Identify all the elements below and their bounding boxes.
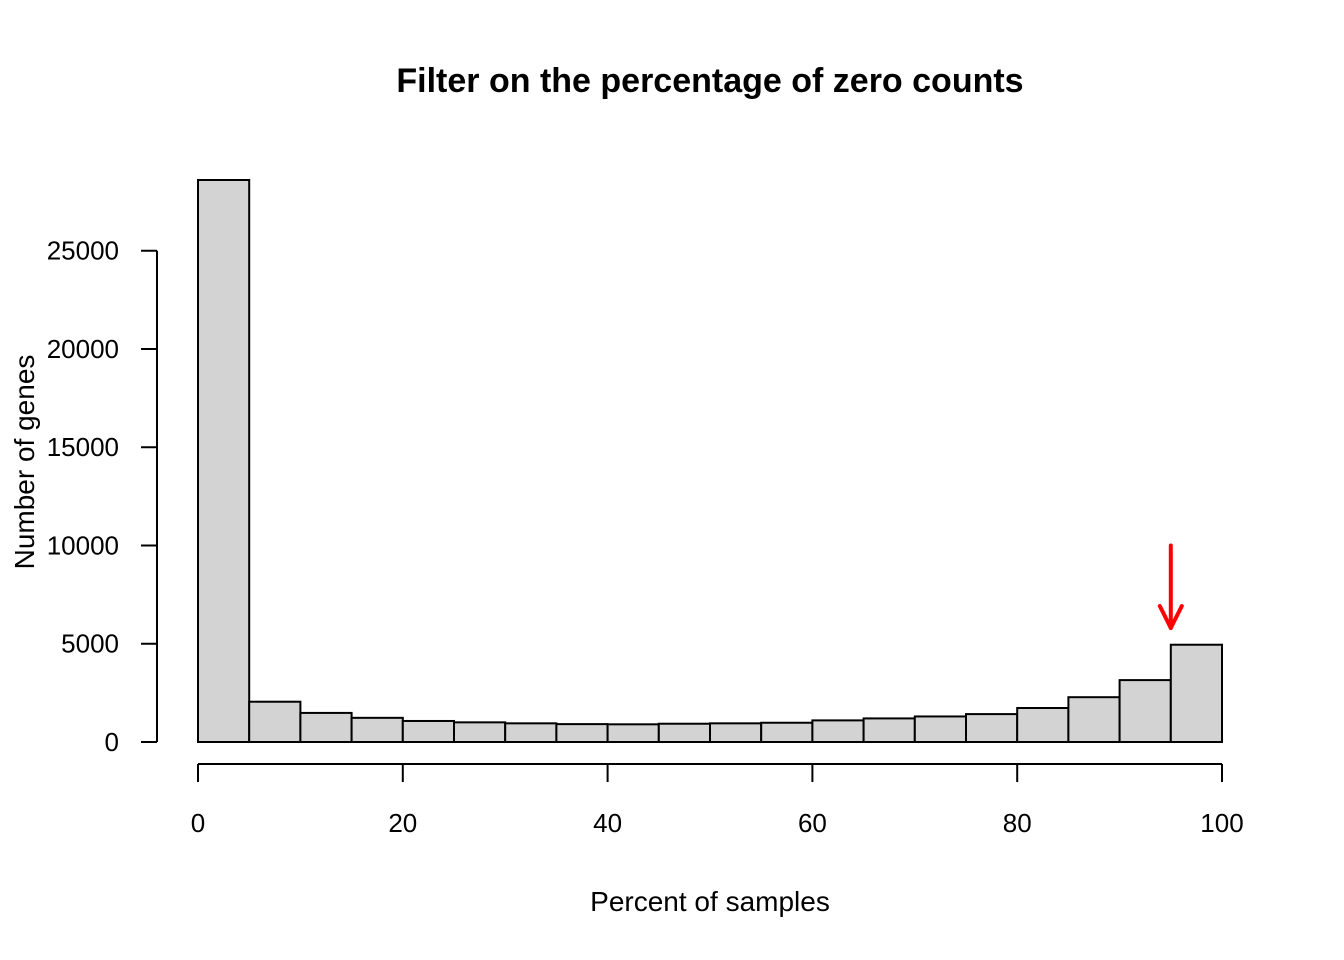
histogram-bar (1067, 696, 1121, 743)
histogram-bar (657, 722, 711, 743)
y-tick-label: 20000 (47, 334, 119, 364)
y-axis-label: Number of genes (9, 355, 40, 570)
chart-title: Filter on the percentage of zero counts (396, 62, 1023, 100)
x-tick-label: 20 (388, 808, 417, 838)
y-axis-ticks: 0 5000 10000 15000 20000 25000 (47, 236, 157, 757)
histogram-bar (606, 723, 660, 744)
histogram-bar (1016, 707, 1070, 743)
histogram-bar (811, 719, 865, 744)
x-axis-label: Percent of samples (590, 886, 830, 917)
x-tick-label: 100 (1200, 808, 1243, 838)
x-tick-label: 0 (191, 808, 205, 838)
y-tick-label: 25000 (47, 236, 119, 266)
x-tick-label: 60 (798, 808, 827, 838)
histogram-bar (504, 722, 558, 743)
x-axis-ticks: 0 20 40 60 80 100 (191, 764, 1244, 838)
y-tick-label: 5000 (61, 629, 119, 659)
y-tick-label: 0 (105, 727, 119, 757)
histogram-bar (862, 717, 916, 743)
x-tick-label: 40 (593, 808, 622, 838)
histogram-bar (965, 713, 1019, 743)
y-tick-label: 15000 (47, 432, 119, 462)
histogram-bar (401, 719, 455, 743)
histogram-bar (248, 700, 302, 744)
histogram-bar (760, 721, 814, 744)
histogram-bar (709, 722, 763, 743)
histogram-bar (350, 716, 404, 744)
arrow-head (1157, 604, 1184, 631)
histogram-bar (197, 179, 251, 743)
histogram-bar (555, 723, 609, 743)
histogram-bar (1118, 679, 1172, 743)
red-arrow-annotation (1157, 543, 1184, 631)
y-tick-label: 10000 (47, 530, 119, 560)
histogram-bar (299, 711, 353, 743)
histogram-bar (453, 721, 507, 744)
histogram-bar (913, 715, 967, 743)
x-tick-label: 80 (1003, 808, 1032, 838)
histogram-bar (1169, 643, 1224, 744)
bars-group (197, 179, 1224, 744)
